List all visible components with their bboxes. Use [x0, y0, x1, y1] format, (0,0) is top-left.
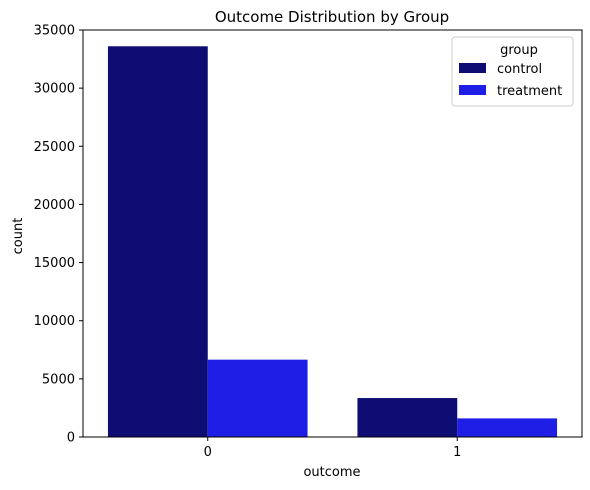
plot-frame: [82, 29, 583, 438]
bar-control-0: [107, 46, 208, 437]
y-tick-label: 0: [67, 431, 75, 446]
legend-title: group: [500, 43, 538, 58]
y-tick-label: 35000: [34, 24, 75, 39]
bar-treatment-1: [457, 418, 558, 437]
legend-label-treatment: treatment: [497, 84, 562, 99]
legend-swatch-control: [459, 63, 486, 73]
bar-treatment-0: [207, 359, 308, 437]
y-axis-label: count: [11, 218, 26, 255]
legend-swatch-treatment: [459, 85, 486, 95]
legend-label-control: control: [497, 62, 542, 77]
y-tick-label: 30000: [34, 82, 75, 97]
x-axis-label: outcome: [303, 465, 360, 480]
bar-control-1: [357, 398, 458, 437]
x-tick-label: 0: [204, 445, 212, 460]
legend: group control treatment: [451, 36, 574, 107]
y-tick-label: 15000: [34, 256, 75, 271]
y-tick-label: 25000: [34, 140, 75, 155]
plot-area: 0 1 0 5000 10000 15000 20000 25000 30000 35000: [34, 24, 583, 460]
chart-title: Outcome Distribution by Group: [215, 8, 449, 26]
y-tick-label: 10000: [34, 314, 75, 329]
y-tick-label: 5000: [42, 372, 75, 387]
x-tick-label: 1: [453, 445, 461, 460]
y-tick-label: 20000: [34, 198, 75, 213]
